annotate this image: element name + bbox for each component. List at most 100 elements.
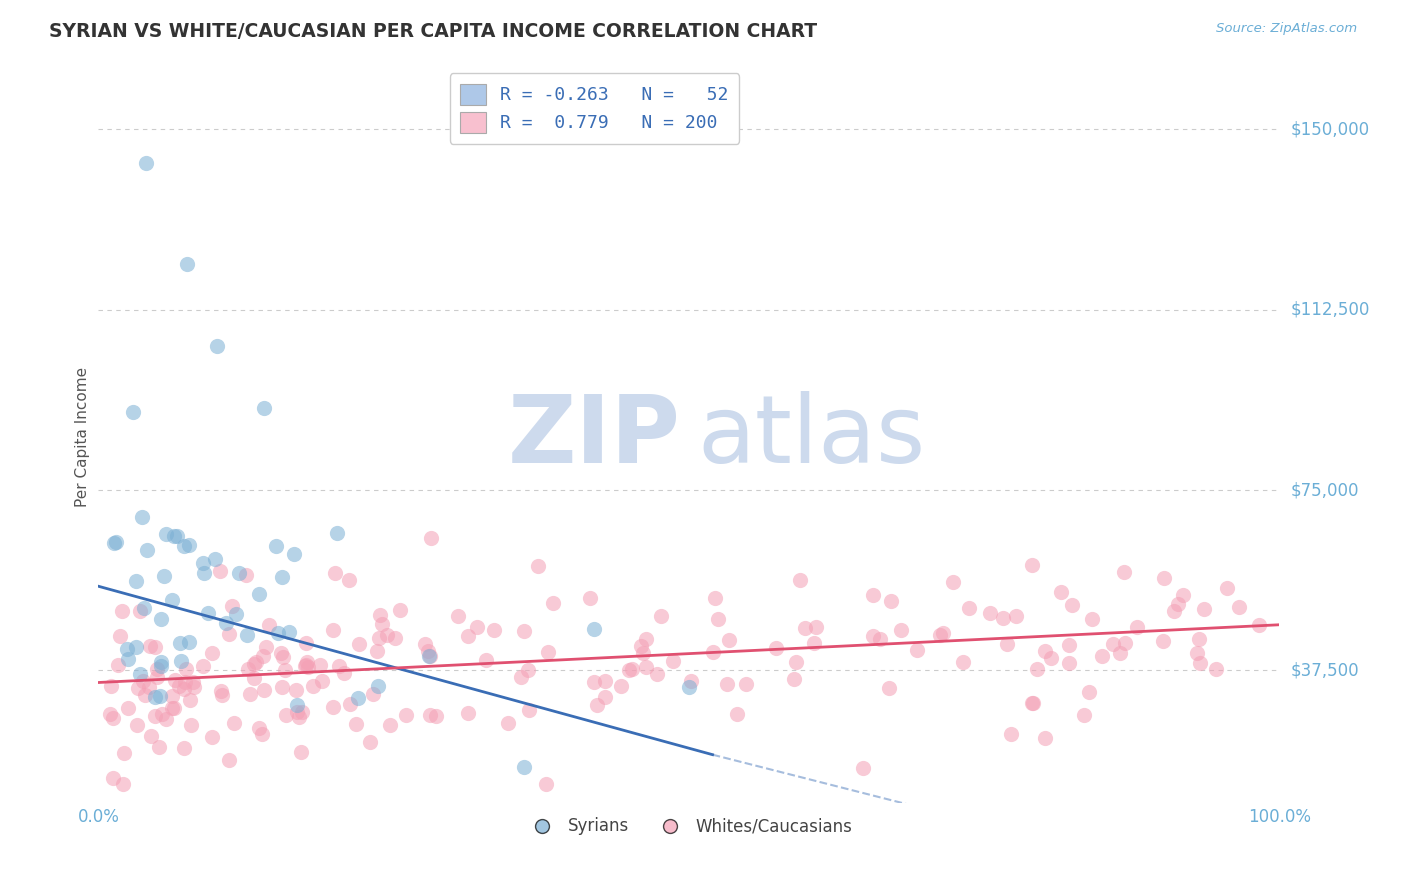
Point — [1073, 707, 1095, 722]
Point — [143, 640, 166, 655]
Point — [146, 662, 169, 676]
Point — [413, 637, 436, 651]
Point — [1004, 608, 1026, 623]
Point — [1060, 598, 1083, 612]
Point — [765, 641, 787, 656]
Point — [297, 659, 319, 673]
Point — [384, 631, 406, 645]
Point — [148, 739, 170, 754]
Point — [173, 540, 195, 554]
Point — [191, 556, 214, 570]
Point — [208, 564, 231, 578]
Point — [852, 761, 875, 775]
Point — [180, 717, 202, 731]
Point — [163, 700, 186, 714]
Point — [149, 658, 172, 673]
Point — [1188, 632, 1211, 646]
Point — [135, 542, 157, 557]
Point — [278, 625, 301, 640]
Point — [1216, 581, 1239, 595]
Point — [1049, 585, 1071, 599]
Point — [534, 777, 557, 791]
Point — [149, 689, 172, 703]
Point — [205, 338, 228, 352]
Point — [702, 644, 724, 658]
Point — [322, 700, 344, 714]
Point — [929, 628, 952, 642]
Point — [1057, 656, 1080, 670]
Point — [419, 649, 441, 664]
Point — [979, 606, 1001, 620]
Point — [1033, 644, 1056, 658]
Point — [952, 656, 974, 670]
Point — [890, 623, 912, 637]
Point — [122, 404, 145, 418]
Point — [419, 708, 441, 723]
Point — [179, 634, 201, 648]
Point — [98, 706, 121, 721]
Point — [716, 677, 738, 691]
Point — [290, 745, 312, 759]
Point — [527, 559, 550, 574]
Point — [294, 659, 316, 673]
Point — [174, 674, 197, 689]
Point — [250, 727, 273, 741]
Point — [1091, 649, 1114, 664]
Point — [274, 707, 297, 722]
Point — [366, 644, 388, 658]
Point — [163, 673, 186, 687]
Point — [139, 640, 162, 654]
Point — [1152, 634, 1174, 648]
Point — [166, 529, 188, 543]
Point — [155, 527, 177, 541]
Point — [337, 573, 360, 587]
Point — [253, 401, 276, 416]
Point — [252, 649, 274, 664]
Text: $37,500: $37,500 — [1291, 662, 1360, 680]
Point — [1025, 662, 1047, 676]
Point — [236, 628, 259, 642]
Point — [583, 622, 606, 636]
Point — [482, 623, 505, 637]
Point — [160, 690, 183, 704]
Point — [1112, 565, 1135, 579]
Point — [143, 708, 166, 723]
Point — [125, 717, 148, 731]
Point — [1081, 612, 1104, 626]
Text: Source: ZipAtlas.com: Source: ZipAtlas.com — [1216, 22, 1357, 36]
Point — [128, 604, 150, 618]
Point — [344, 717, 367, 731]
Point — [931, 626, 953, 640]
Point — [388, 603, 411, 617]
Point — [162, 593, 184, 607]
Point — [377, 628, 399, 642]
Point — [541, 596, 564, 610]
Point — [238, 662, 260, 676]
Point — [135, 155, 157, 169]
Point — [239, 687, 262, 701]
Point — [1109, 646, 1132, 660]
Point — [264, 539, 287, 553]
Point — [593, 674, 616, 689]
Point — [271, 650, 294, 665]
Point — [291, 705, 314, 719]
Point — [1021, 558, 1043, 573]
Point — [325, 566, 347, 581]
Point — [496, 716, 519, 731]
Point — [347, 637, 370, 651]
Point — [146, 670, 169, 684]
Point — [138, 680, 160, 694]
Point — [149, 612, 172, 626]
Point — [285, 698, 308, 712]
Point — [447, 609, 470, 624]
Point — [617, 663, 640, 677]
Point — [101, 771, 124, 785]
Point — [309, 657, 332, 672]
Y-axis label: Per Capita Income: Per Capita Income — [75, 367, 90, 508]
Point — [1192, 602, 1215, 616]
Point — [221, 599, 243, 613]
Point — [1205, 662, 1227, 676]
Point — [718, 633, 741, 648]
Point — [1033, 731, 1056, 745]
Point — [107, 658, 129, 673]
